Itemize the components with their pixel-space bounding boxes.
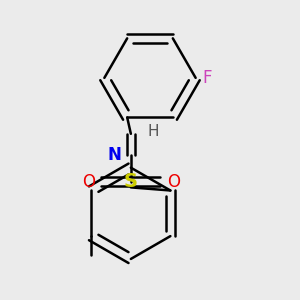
Text: S: S xyxy=(124,172,138,191)
Text: N: N xyxy=(108,146,122,164)
Text: O: O xyxy=(82,172,95,190)
Text: O: O xyxy=(167,172,180,190)
Text: F: F xyxy=(202,69,212,87)
Text: H: H xyxy=(147,124,159,139)
